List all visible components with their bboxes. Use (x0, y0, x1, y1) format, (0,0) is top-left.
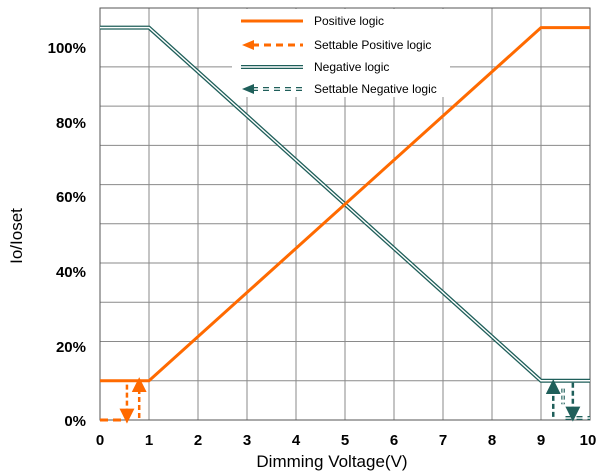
x-tick-label: 7 (439, 432, 447, 449)
legend-item-settable-negative: Settable Negative logic (242, 82, 437, 96)
x-tick-label: 5 (341, 432, 349, 449)
y-tick-label: 40% (56, 264, 86, 281)
legend-label-settable-negative: Settable Negative logic (314, 82, 437, 96)
x-tick-label: 4 (292, 432, 301, 449)
y-tick-labels: 0% 20% 40% 60% 80% 100% (48, 40, 86, 430)
x-axis-label: Dimming Voltage(V) (256, 452, 407, 471)
plot-border (99, 7, 591, 421)
x-tick-label: 3 (243, 432, 251, 449)
legend-item-positive: Positive logic (241, 14, 384, 28)
x-tick-label: 1 (145, 432, 153, 449)
y-tick-label: 100% (48, 40, 86, 57)
settable-markers (100, 377, 590, 424)
x-tick-label: 2 (194, 432, 202, 449)
y-tick-label: 20% (56, 339, 86, 356)
legend-item-negative: Negative logic (241, 60, 389, 74)
legend: Positive logic Settable Positive logic N… (232, 9, 450, 97)
x-tick-label: 9 (537, 432, 545, 449)
legend-item-settable-positive: Settable Positive logic (242, 38, 431, 52)
legend-label-settable-positive: Settable Positive logic (314, 38, 431, 52)
x-tick-label: 8 (488, 432, 496, 449)
x-tick-label: 10 (580, 432, 597, 449)
legend-background (232, 9, 450, 97)
y-tick-label: 60% (56, 189, 86, 206)
legend-label-negative: Negative logic (314, 60, 389, 74)
y-tick-label: 80% (56, 115, 86, 132)
legend-arrow-orange (242, 40, 254, 50)
legend-label-positive: Positive logic (314, 14, 384, 28)
x-tick-label: 0 (96, 432, 104, 449)
series-layer (100, 25, 590, 383)
y-tick-label: 0% (64, 413, 86, 430)
x-tick-labels: 0 1 2 3 4 5 6 7 8 9 10 (96, 432, 597, 449)
legend-arrow-teal (242, 84, 254, 94)
x-tick-label: 6 (390, 432, 398, 449)
series-line-positive (100, 26, 590, 383)
y-axis-label: Io/Ioset (7, 208, 26, 264)
